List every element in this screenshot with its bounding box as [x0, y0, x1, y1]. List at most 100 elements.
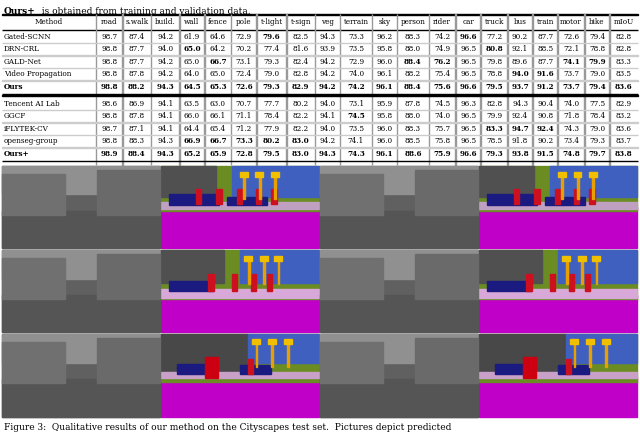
- Bar: [243, 174, 244, 198]
- Text: 83.6: 83.6: [615, 83, 632, 91]
- Text: 94.3: 94.3: [156, 83, 174, 91]
- Text: 65.2: 65.2: [183, 150, 201, 158]
- Bar: [169, 194, 220, 205]
- Bar: [287, 341, 289, 367]
- Text: Gated-SCNN: Gated-SCNN: [4, 33, 52, 41]
- Bar: [2, 334, 159, 363]
- Text: 91.2: 91.2: [536, 83, 554, 91]
- Bar: [415, 254, 477, 299]
- Bar: [479, 289, 637, 298]
- Bar: [479, 250, 637, 299]
- Text: 94.3: 94.3: [512, 100, 528, 108]
- Bar: [586, 339, 594, 344]
- Bar: [268, 339, 276, 344]
- Text: 92.4: 92.4: [536, 125, 554, 133]
- Text: person: person: [401, 18, 426, 26]
- Text: 82.5: 82.5: [292, 33, 309, 41]
- Bar: [169, 281, 213, 291]
- Bar: [271, 189, 276, 203]
- Bar: [320, 165, 477, 194]
- Text: 90.2: 90.2: [512, 33, 528, 41]
- Text: 89.6: 89.6: [512, 58, 528, 66]
- Text: 95.8: 95.8: [376, 45, 392, 53]
- Text: 96.5: 96.5: [460, 58, 476, 66]
- Text: 88.0: 88.0: [405, 112, 421, 120]
- Text: 74.1: 74.1: [348, 137, 364, 145]
- Text: 96.1: 96.1: [376, 83, 393, 91]
- Bar: [479, 207, 637, 248]
- Bar: [593, 256, 600, 261]
- Text: 75.4: 75.4: [434, 70, 451, 78]
- Text: 64.2: 64.2: [210, 45, 226, 53]
- Text: DRN-CRL: DRN-CRL: [4, 45, 40, 53]
- Text: 94.1: 94.1: [157, 125, 173, 133]
- Text: 82.4: 82.4: [292, 58, 309, 66]
- Text: 65.0: 65.0: [183, 45, 201, 53]
- Text: 79.3: 79.3: [589, 137, 605, 145]
- Text: 94.7: 94.7: [511, 125, 529, 133]
- Text: 96.6: 96.6: [460, 83, 477, 91]
- Text: 92.4: 92.4: [512, 112, 528, 120]
- Text: 94.1: 94.1: [157, 112, 173, 120]
- Text: t-sign: t-sign: [291, 18, 311, 26]
- Bar: [589, 341, 591, 367]
- Text: 73.3: 73.3: [348, 33, 364, 41]
- Text: Method: Method: [35, 18, 63, 26]
- Text: 65.0: 65.0: [210, 70, 226, 78]
- Text: 94.0: 94.0: [157, 45, 173, 53]
- Bar: [2, 165, 159, 194]
- Text: 73.3: 73.3: [235, 137, 253, 145]
- Text: wall: wall: [184, 18, 200, 26]
- Bar: [161, 334, 319, 382]
- Text: 79.9: 79.9: [486, 112, 502, 120]
- Bar: [320, 250, 477, 278]
- Text: 75.9: 75.9: [433, 150, 451, 158]
- Text: 79.3: 79.3: [262, 83, 280, 91]
- Text: 77.9: 77.9: [264, 125, 280, 133]
- Text: veg: veg: [321, 18, 334, 26]
- Text: 78.5: 78.5: [486, 137, 502, 145]
- Text: 64.0: 64.0: [184, 70, 200, 78]
- Text: 72.1: 72.1: [563, 45, 579, 53]
- Bar: [97, 338, 159, 384]
- Bar: [566, 358, 571, 374]
- Text: 66.1: 66.1: [210, 112, 226, 120]
- Bar: [557, 365, 589, 374]
- Text: Ours: Ours: [4, 83, 24, 91]
- Bar: [593, 174, 595, 198]
- Bar: [545, 197, 584, 205]
- Bar: [487, 194, 537, 205]
- Text: 92.1: 92.1: [512, 45, 528, 53]
- Text: 94.0: 94.0: [511, 70, 529, 78]
- Text: iFLYTEK-CV: iFLYTEK-CV: [4, 125, 49, 133]
- Text: 79.0: 79.0: [589, 70, 605, 78]
- Text: 96.6: 96.6: [460, 150, 477, 158]
- Text: 94.2: 94.2: [319, 58, 335, 66]
- Bar: [271, 341, 273, 367]
- Bar: [573, 172, 581, 177]
- Bar: [97, 254, 159, 299]
- Text: 90.2: 90.2: [537, 137, 553, 145]
- Text: s.walk: s.walk: [125, 18, 148, 26]
- Text: 94.3: 94.3: [156, 150, 174, 158]
- Text: 71.8: 71.8: [563, 112, 579, 120]
- Text: 66.7: 66.7: [209, 137, 227, 145]
- Bar: [415, 169, 477, 215]
- Text: 83.0: 83.0: [292, 137, 310, 145]
- Bar: [244, 256, 252, 261]
- Text: 64.5: 64.5: [183, 83, 201, 91]
- Text: 94.1: 94.1: [319, 112, 335, 120]
- Text: 98.8: 98.8: [101, 112, 117, 120]
- Text: 96.1: 96.1: [376, 70, 392, 78]
- Bar: [479, 377, 637, 417]
- Bar: [97, 169, 159, 215]
- Text: 79.3: 79.3: [264, 58, 280, 66]
- Text: GALD-Net: GALD-Net: [4, 58, 42, 66]
- Bar: [275, 174, 276, 198]
- Bar: [589, 172, 597, 177]
- Text: 96.5: 96.5: [460, 137, 476, 145]
- Text: 79.0: 79.0: [589, 125, 605, 133]
- Text: 83.8: 83.8: [615, 150, 632, 158]
- Text: Ours+: Ours+: [4, 150, 29, 158]
- Bar: [2, 334, 159, 417]
